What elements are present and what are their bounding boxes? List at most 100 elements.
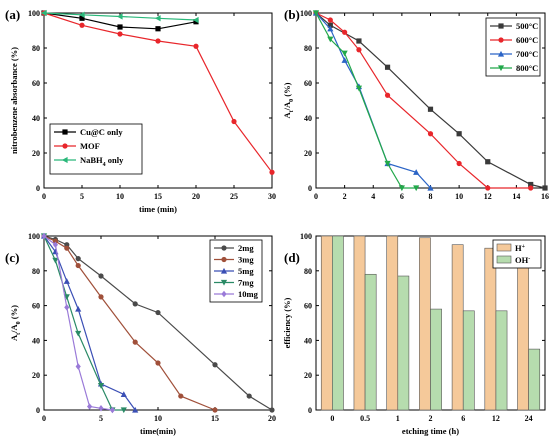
data-point: [97, 383, 105, 389]
x-tick-label: 5: [99, 414, 103, 423]
data-point: [78, 11, 85, 18]
data-point: [398, 185, 405, 192]
bar: [332, 235, 344, 411]
legend-marker: [221, 290, 227, 298]
series-4: [312, 10, 420, 192]
x-tick-label: 8: [429, 192, 433, 201]
legend-label: Cu@C only: [80, 127, 123, 137]
x-tick-label: 1: [396, 414, 400, 423]
data-point: [64, 245, 70, 251]
legend-item: 2mg: [214, 243, 254, 253]
x-tick-label: 0: [42, 192, 46, 201]
data-point: [79, 15, 85, 21]
x-axis-title: time(min): [140, 426, 176, 436]
data-point: [75, 305, 82, 312]
x-tick-label: 2: [429, 414, 433, 423]
legend-item: NaBH4 only: [54, 155, 124, 168]
series-1: [41, 233, 275, 413]
x-tick-label: 24: [525, 414, 533, 423]
bar: [517, 251, 529, 411]
data-point: [109, 406, 115, 414]
data-point: [212, 407, 218, 413]
legend-label: 3mg: [238, 255, 254, 265]
data-point: [75, 256, 81, 262]
data-point: [41, 232, 47, 240]
y-tick-label: 60: [304, 79, 312, 88]
y-axis-title: At/A0 (%): [9, 305, 22, 341]
legend-marker: [497, 65, 505, 72]
legend-label: 700°C: [516, 49, 538, 59]
y-tick-label: 0: [308, 184, 312, 193]
legend-marker: [221, 256, 227, 263]
data-point: [384, 160, 391, 167]
x-tick-label: 10: [116, 192, 124, 201]
data-point: [342, 29, 348, 35]
legend-item: 500°C: [490, 21, 538, 31]
x-axis-title: time (min): [139, 204, 177, 214]
x-tick-label: 16: [541, 192, 549, 201]
data-point: [456, 131, 462, 137]
data-point: [52, 241, 58, 248]
legend-label: H+: [515, 243, 526, 253]
data-point: [178, 393, 184, 399]
legend-item: Cu@C only: [54, 127, 123, 137]
x-tick-label: 10: [154, 414, 162, 423]
y-tick-label: 100: [28, 9, 40, 18]
y-tick-label: 40: [304, 336, 312, 345]
x-tick-label: 5: [80, 192, 84, 201]
bar: [320, 235, 333, 411]
y-tick-label: 60: [32, 79, 40, 88]
data-point: [75, 330, 82, 337]
data-point: [155, 309, 161, 316]
x-tick-label: 2: [343, 192, 347, 201]
chart-panel-2: (b) 0 20 40 60 80 100 At/A0 (%) 0 2 4 6 8 10 12 14 16 500…: [282, 7, 549, 201]
legend-label: OH-: [515, 255, 530, 265]
data-point: [154, 15, 161, 22]
data-point: [98, 405, 104, 412]
bar: [386, 235, 399, 411]
bar: [364, 273, 377, 411]
bar: [430, 308, 442, 411]
x-tick-label: 0: [42, 414, 46, 423]
legend-label: MOF: [80, 141, 100, 151]
x-tick-label: 12: [484, 192, 492, 201]
legend-marker: [61, 156, 68, 164]
x-tick-label: 4: [371, 192, 375, 201]
bar: [451, 244, 464, 411]
data-point: [542, 185, 548, 191]
legend-item: OH-: [496, 255, 530, 265]
panel-label: (c): [5, 250, 19, 265]
y-tick-label: 20: [304, 149, 312, 158]
data-point: [79, 22, 85, 28]
y-tick-label: 100: [300, 9, 312, 18]
legend-item: 5mg: [214, 266, 254, 276]
y-tick-label: 0: [36, 406, 40, 415]
y-tick-label: 80: [32, 44, 40, 53]
y-axis-title: efficiency (%): [282, 297, 292, 348]
data-point: [528, 181, 534, 188]
data-point: [269, 407, 275, 413]
legend-item: MOF: [54, 141, 100, 151]
legend-item: 7mg: [214, 278, 254, 288]
legend-label: 500°C: [516, 21, 538, 31]
data-point: [231, 118, 237, 125]
y-tick-label: 80: [304, 44, 312, 53]
data-point: [192, 16, 199, 24]
panel-label: (d): [284, 250, 300, 265]
data-point: [117, 24, 123, 30]
panel-label: (b): [284, 7, 300, 22]
legend-marker: [62, 129, 68, 135]
data-point: [427, 131, 434, 137]
legend: 500°C 600°C 700°C 800°C: [485, 17, 541, 77]
panel-label: (a): [5, 7, 20, 22]
chart-panel-3: (c) 0 20 40 60 80 100 At/A0 (%) 0 5 10 15 20 time(min…: [5, 232, 276, 436]
data-point: [341, 50, 348, 57]
data-point: [132, 301, 138, 307]
data-point: [246, 393, 252, 399]
legend-label: 2mg: [238, 243, 254, 253]
legend-item: 700°C: [490, 49, 538, 59]
legend-item: 3mg: [214, 255, 254, 265]
data-point: [193, 19, 199, 25]
